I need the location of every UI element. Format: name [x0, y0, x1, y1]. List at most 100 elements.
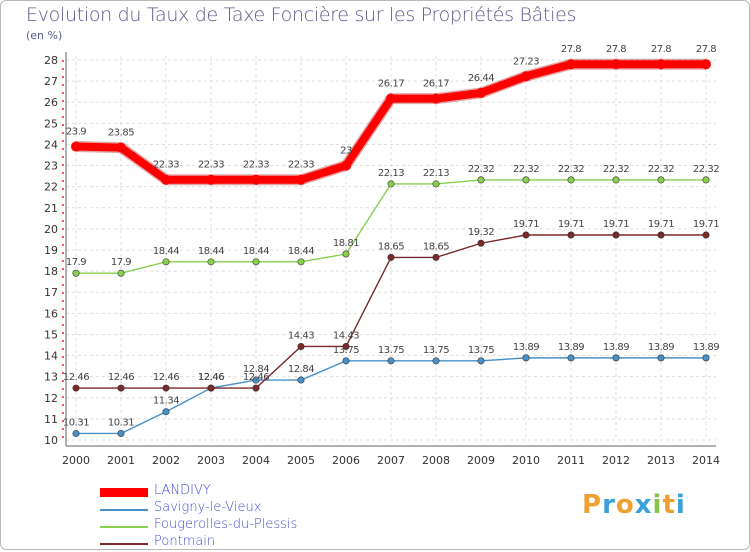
- y-tick-label: 26: [44, 96, 58, 109]
- x-tick-label: 2003: [197, 454, 225, 467]
- data-point-pontmain: [252, 384, 260, 392]
- data-point-savigny-le-vieux: [297, 376, 305, 384]
- data-label-fougerolles-du-plessis: 22.32: [693, 164, 719, 175]
- data-point-landivy: [566, 59, 576, 70]
- data-point-pontmain: [207, 384, 215, 392]
- data-point-fougerolles-du-plessis: [117, 269, 125, 277]
- data-label-pontmain: 12.46: [198, 372, 224, 383]
- y-tick-label: 28: [44, 54, 58, 67]
- y-tick-label: 25: [44, 117, 58, 130]
- data-label-fougerolles-du-plessis: 22.32: [648, 164, 674, 175]
- data-label-fougerolles-du-plessis: 22.13: [378, 168, 404, 179]
- x-tick-label: 2010: [512, 454, 540, 467]
- data-point-pontmain: [72, 384, 80, 392]
- data-point-savigny-le-vieux: [702, 354, 710, 362]
- data-label-fougerolles-du-plessis: 22.32: [468, 164, 494, 175]
- data-label-pontmain: 19.71: [558, 219, 584, 230]
- data-label-landivy: 27.8: [561, 44, 581, 55]
- data-label-savigny-le-vieux: 10.31: [108, 417, 134, 428]
- data-point-pontmain: [567, 231, 575, 239]
- data-label-savigny-le-vieux: 13.75: [378, 345, 404, 356]
- data-point-savigny-le-vieux: [522, 354, 530, 362]
- data-point-fougerolles-du-plessis: [612, 176, 620, 184]
- data-point-savigny-le-vieux: [567, 354, 575, 362]
- data-point-savigny-le-vieux: [117, 429, 125, 437]
- y-tick-label: 13: [44, 371, 58, 384]
- data-label-pontmain: 19.71: [648, 219, 674, 230]
- logo-letter: i: [652, 490, 663, 520]
- logo-letter: t: [662, 490, 676, 520]
- data-point-landivy: [296, 174, 306, 185]
- data-point-pontmain: [657, 231, 665, 239]
- data-label-landivy: 27.8: [651, 44, 671, 55]
- data-point-pontmain: [117, 384, 125, 392]
- data-point-savigny-le-vieux: [432, 357, 440, 365]
- data-label-savigny-le-vieux: 13.89: [693, 342, 719, 353]
- data-point-fougerolles-du-plessis: [252, 258, 260, 266]
- y-tick-label: 21: [44, 202, 58, 215]
- data-point-landivy: [386, 93, 396, 104]
- data-label-pontmain: 19.71: [513, 219, 539, 230]
- data-point-landivy: [656, 59, 666, 70]
- y-tick-label: 10: [44, 434, 58, 447]
- data-label-landivy: 23.9: [66, 127, 86, 138]
- x-tick-label: 2013: [647, 454, 675, 467]
- data-label-landivy: 27.23: [513, 56, 539, 67]
- data-point-savigny-le-vieux: [657, 354, 665, 362]
- data-label-fougerolles-du-plessis: 18.44: [288, 246, 314, 257]
- data-point-fougerolles-du-plessis: [72, 269, 80, 277]
- data-label-landivy: 26.44: [468, 73, 494, 84]
- logo-letter: i: [675, 490, 686, 520]
- data-point-savigny-le-vieux: [477, 357, 485, 365]
- data-label-landivy: 22.33: [198, 160, 224, 171]
- data-label-pontmain: 18.65: [378, 241, 404, 252]
- data-label-savigny-le-vieux: 10.31: [63, 417, 89, 428]
- data-label-savigny-le-vieux: 13.75: [468, 345, 494, 356]
- data-point-savigny-le-vieux: [72, 429, 80, 437]
- data-point-savigny-le-vieux: [612, 354, 620, 362]
- x-tick-label: 2005: [287, 454, 315, 467]
- x-tick-label: 2000: [62, 454, 90, 467]
- logo-letter: o: [615, 490, 635, 520]
- data-label-pontmain: 19.32: [468, 227, 494, 238]
- data-label-savigny-le-vieux: 13.89: [648, 342, 674, 353]
- data-label-pontmain: 12.46: [63, 372, 89, 383]
- logo-letter: P: [582, 490, 603, 520]
- data-point-fougerolles-du-plessis: [657, 176, 665, 184]
- data-label-landivy: 23: [340, 146, 352, 157]
- data-label-savigny-le-vieux: 12.84: [243, 364, 269, 375]
- data-label-fougerolles-du-plessis: 17.9: [66, 257, 86, 268]
- data-point-landivy: [116, 142, 126, 153]
- data-label-fougerolles-du-plessis: 17.9: [111, 257, 131, 268]
- data-label-savigny-le-vieux: 12.46: [198, 372, 224, 383]
- data-point-landivy: [161, 174, 171, 185]
- data-point-landivy: [341, 160, 351, 171]
- data-point-pontmain: [612, 231, 620, 239]
- x-tick-label: 2011: [557, 454, 585, 467]
- data-point-landivy: [476, 87, 486, 98]
- x-tick-label: 2004: [242, 454, 270, 467]
- data-point-pontmain: [342, 342, 350, 350]
- data-label-pontmain: 19.71: [603, 219, 629, 230]
- legend-swatch: [100, 509, 148, 511]
- data-label-savigny-le-vieux: 11.34: [153, 396, 179, 407]
- data-label-savigny-le-vieux: 13.89: [558, 342, 584, 353]
- data-label-savigny-le-vieux: 12.84: [288, 364, 314, 375]
- data-point-pontmain: [297, 342, 305, 350]
- y-tick-label: 24: [44, 138, 58, 151]
- y-tick-label: 12: [44, 392, 58, 405]
- data-label-fougerolles-du-plessis: 18.81: [333, 238, 359, 249]
- data-point-fougerolles-du-plessis: [477, 176, 485, 184]
- y-tick-label: 18: [44, 265, 58, 278]
- data-point-fougerolles-du-plessis: [162, 258, 170, 266]
- y-tick-label: 11: [44, 413, 58, 426]
- data-label-pontmain: 18.65: [423, 241, 449, 252]
- data-point-landivy: [521, 71, 531, 82]
- data-label-pontmain: 19.71: [693, 219, 719, 230]
- data-label-landivy: 23.85: [108, 128, 134, 139]
- data-label-savigny-le-vieux: 13.75: [333, 345, 359, 356]
- x-tick-label: 2006: [332, 454, 360, 467]
- data-label-pontmain: 14.43: [333, 330, 359, 341]
- data-point-landivy: [431, 93, 441, 104]
